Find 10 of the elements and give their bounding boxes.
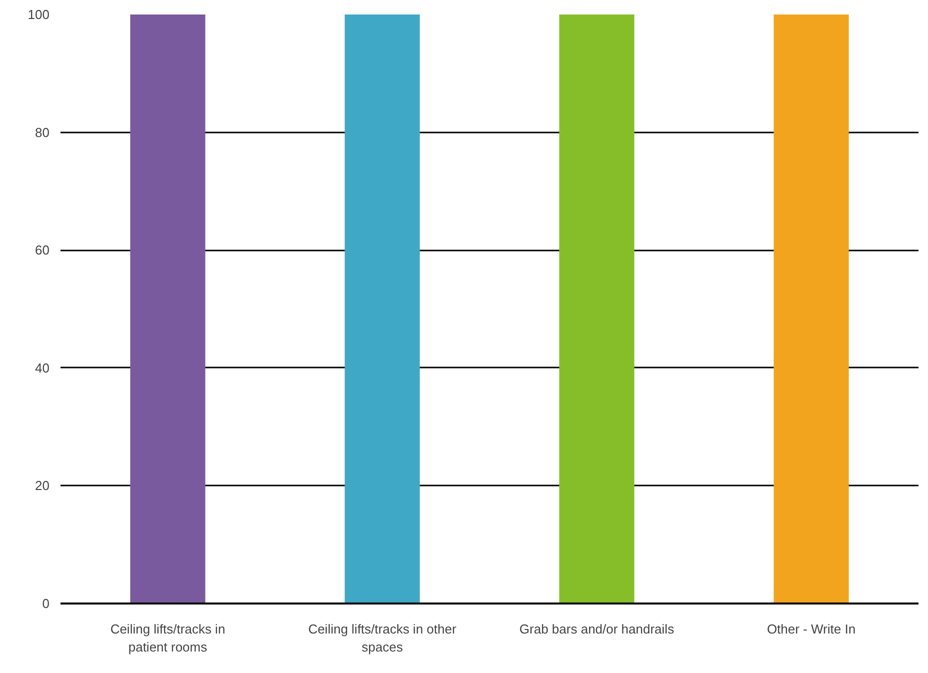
y-tick-label: 0 — [42, 596, 50, 611]
x-tick-label: Ceiling lifts/tracks in other spaces — [308, 622, 457, 654]
x-tick-label: Other - Write In — [766, 622, 856, 636]
x-tick-label: Grab bars and/or handrails — [519, 622, 675, 636]
y-tick-label: 60 — [35, 242, 50, 258]
y-tick-label: 40 — [35, 360, 50, 376]
x-tick-label: Ceiling lifts/tracks in patient rooms — [110, 622, 226, 654]
y-tick-label: 80 — [35, 124, 50, 140]
y-tick-label: 20 — [35, 478, 50, 494]
y-tick-label: 100 — [28, 7, 50, 22]
